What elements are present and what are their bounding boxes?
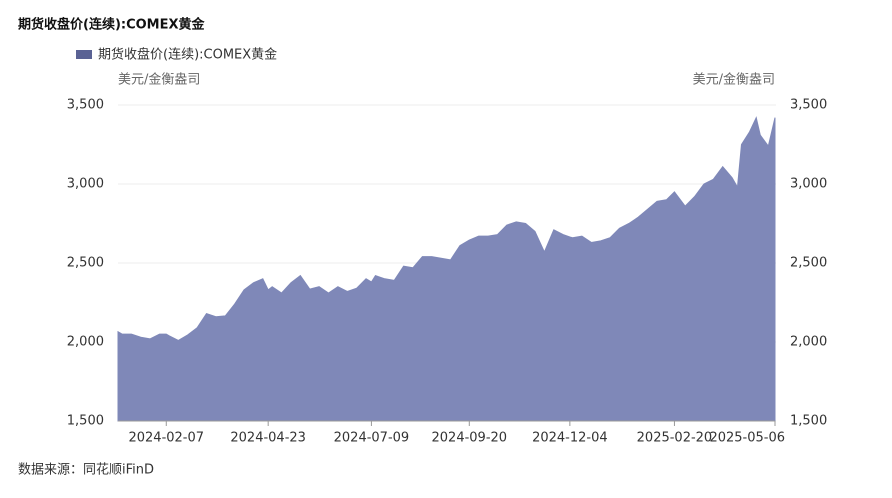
x-tick-label: 2025-05-06 xyxy=(709,431,785,446)
y-tick-label: 2,500 xyxy=(67,256,104,271)
x-tick-label: 2024-04-23 xyxy=(230,431,306,446)
y2-axis-label: 美元/金衡盎司 xyxy=(693,72,775,88)
area xyxy=(117,116,776,422)
y2-tick-label: 3,500 xyxy=(790,98,827,113)
y2-tick-label: 2,500 xyxy=(790,256,827,271)
legend-swatch xyxy=(76,50,92,59)
x-tick-label: 2024-09-20 xyxy=(432,431,508,446)
x-tick-label: 2024-02-07 xyxy=(128,431,204,446)
x-tick-label: 2024-12-04 xyxy=(532,431,608,446)
y-tick-label: 3,500 xyxy=(67,98,104,113)
y-axis-label: 美元/金衡盎司 xyxy=(118,72,200,88)
source: 数据来源：同花顺iFinD xyxy=(18,462,154,478)
y2-tick-label: 3,000 xyxy=(790,177,827,192)
y-tick-label: 1,500 xyxy=(67,414,104,429)
chart-title: 期货收盘价(连续):COMEX黄金 xyxy=(18,17,206,33)
legend-label: 期货收盘价(连续):COMEX黄金 xyxy=(98,47,277,63)
y-tick-label: 2,000 xyxy=(67,335,104,350)
y2-tick-label: 1,500 xyxy=(790,414,827,429)
x-tick-label: 2025-02-20 xyxy=(637,431,713,446)
x-tick-label: 2024-07-09 xyxy=(334,431,410,446)
y2-tick-label: 2,000 xyxy=(790,335,827,350)
y-tick-label: 3,000 xyxy=(67,177,104,192)
